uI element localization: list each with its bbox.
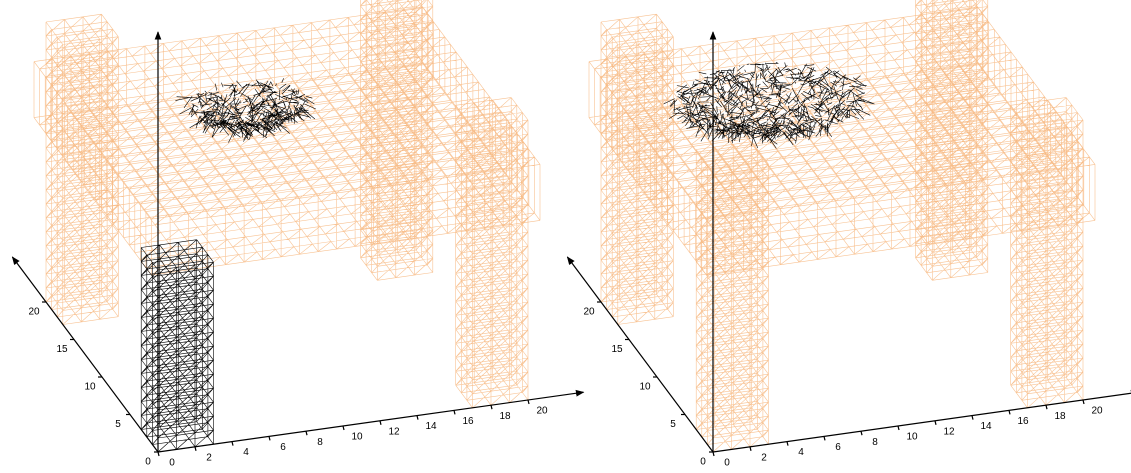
x-tick	[342, 425, 345, 431]
x-tick-label: 0	[724, 458, 730, 469]
y-tick-label: 15	[611, 344, 623, 355]
x-tick-label: 8	[317, 437, 323, 448]
y-tick-label: 5	[670, 419, 676, 430]
x-tick-label: 20	[1091, 406, 1103, 417]
x-tick	[712, 451, 715, 457]
x-tick	[749, 446, 752, 451]
x-tick	[194, 446, 197, 451]
x-tick	[934, 420, 937, 425]
damage-region	[663, 62, 875, 149]
y-axis	[566, 256, 714, 453]
mesh-slab	[588, 6, 1096, 276]
panel: 0 2 4 6 8 10 12 14 16 18 20 0 5 10 15 20	[566, 0, 1131, 469]
x-tick	[527, 399, 530, 405]
x-tick-label: 18	[499, 411, 511, 422]
mesh-leg	[45, 13, 119, 325]
x-tick	[1045, 405, 1048, 410]
y-axis	[11, 256, 159, 453]
y-tick-label: 5	[115, 419, 121, 430]
x-tick	[971, 415, 974, 420]
x-tick-label: 6	[280, 442, 286, 453]
x-tick	[305, 431, 308, 436]
x-axis	[712, 389, 1131, 453]
mesh-leg	[600, 13, 674, 325]
y-tick-label: 10	[639, 382, 651, 393]
x-tick-label: 2	[206, 452, 212, 463]
y-tick-label: 15	[56, 344, 68, 355]
x-tick-label: 12	[943, 426, 955, 437]
y-tick-label: 0	[145, 457, 151, 468]
mesh-leg	[360, 0, 434, 281]
y-tick-label: 0	[700, 457, 706, 468]
x-tick	[157, 451, 160, 457]
x-tick-label: 2	[761, 452, 767, 463]
x-tick	[1082, 399, 1085, 405]
panel: 0 2 4 6 8 10 12 14 16 18 20 0 5 10 15 20	[11, 0, 585, 469]
x-tick-label: 12	[388, 426, 400, 437]
x-tick-label: 8	[872, 437, 878, 448]
x-tick-label: 10	[906, 432, 918, 443]
x-tick-label: 20	[536, 406, 548, 417]
mesh-leg	[915, 0, 989, 281]
x-tick	[823, 436, 826, 441]
x-tick	[860, 431, 863, 436]
y-tick-label: 20	[583, 307, 595, 318]
x-tick-label: 16	[1017, 416, 1029, 427]
x-tick	[379, 420, 382, 425]
mesh-leg	[695, 141, 769, 453]
x-tick	[786, 441, 789, 446]
x-tick-label: 18	[1054, 411, 1066, 422]
x-tick-label: 4	[243, 447, 249, 458]
mesh-leg	[1010, 97, 1084, 409]
x-tick-label: 14	[425, 421, 437, 432]
x-tick-label: 4	[798, 447, 804, 458]
y-tick-label: 20	[28, 307, 40, 318]
mesh-leg	[455, 97, 529, 409]
x-tick	[897, 425, 900, 431]
x-tick-label: 0	[169, 458, 175, 469]
x-axis	[157, 389, 585, 453]
x-tick	[490, 405, 493, 410]
damage-region	[175, 78, 316, 143]
x-tick	[268, 436, 271, 441]
x-tick-label: 6	[835, 442, 841, 453]
x-tick	[1008, 410, 1011, 415]
x-tick	[416, 415, 419, 420]
mesh-slab	[33, 6, 541, 276]
y-tick-label: 10	[84, 382, 96, 393]
x-tick-label: 10	[351, 432, 363, 443]
x-tick	[231, 441, 234, 446]
x-tick-label: 14	[980, 421, 992, 432]
x-tick	[453, 410, 456, 415]
x-tick-label: 16	[462, 416, 474, 427]
